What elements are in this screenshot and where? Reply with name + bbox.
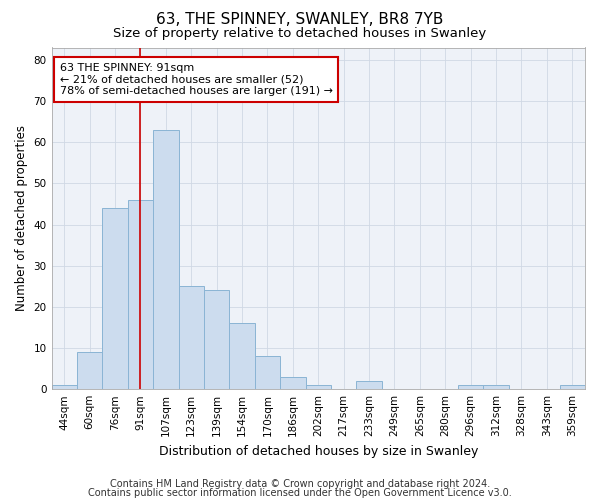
Bar bbox=[280, 377, 305, 389]
Text: 63, THE SPINNEY, SWANLEY, BR8 7YB: 63, THE SPINNEY, SWANLEY, BR8 7YB bbox=[157, 12, 443, 28]
Bar bbox=[560, 385, 585, 389]
Bar bbox=[305, 385, 331, 389]
Bar bbox=[153, 130, 179, 389]
Bar bbox=[77, 352, 103, 389]
Bar bbox=[458, 385, 484, 389]
Text: 63 THE SPINNEY: 91sqm
← 21% of detached houses are smaller (52)
78% of semi-deta: 63 THE SPINNEY: 91sqm ← 21% of detached … bbox=[59, 63, 332, 96]
Bar bbox=[52, 385, 77, 389]
Text: Contains public sector information licensed under the Open Government Licence v3: Contains public sector information licen… bbox=[88, 488, 512, 498]
Text: Contains HM Land Registry data © Crown copyright and database right 2024.: Contains HM Land Registry data © Crown c… bbox=[110, 479, 490, 489]
Bar bbox=[179, 286, 204, 389]
Bar bbox=[255, 356, 280, 389]
Bar bbox=[356, 381, 382, 389]
Bar bbox=[204, 290, 229, 389]
X-axis label: Distribution of detached houses by size in Swanley: Distribution of detached houses by size … bbox=[158, 444, 478, 458]
Bar bbox=[128, 200, 153, 389]
Bar bbox=[103, 208, 128, 389]
Y-axis label: Number of detached properties: Number of detached properties bbox=[15, 126, 28, 312]
Bar bbox=[229, 324, 255, 389]
Bar bbox=[484, 385, 509, 389]
Text: Size of property relative to detached houses in Swanley: Size of property relative to detached ho… bbox=[113, 28, 487, 40]
